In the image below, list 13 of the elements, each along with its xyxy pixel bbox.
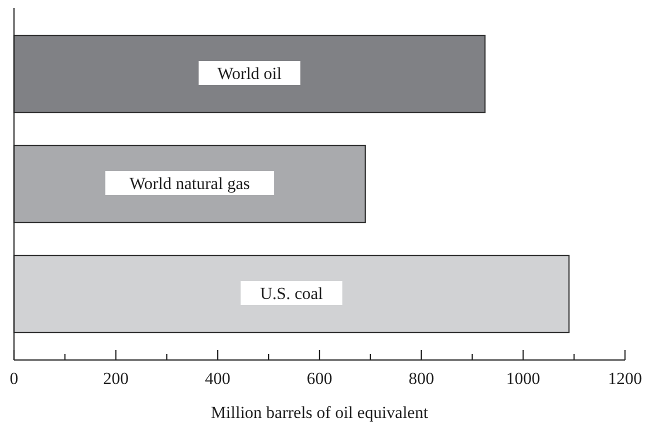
y-tick-label: World natural gas <box>129 174 250 193</box>
bar <box>13 254 570 334</box>
x-tick-label: 0 <box>10 369 18 388</box>
x-axis-title: Million barrels of oil equivalent <box>210 403 428 422</box>
x-tick-label: 1200 <box>608 369 642 388</box>
x-tick-label: 800 <box>408 369 434 388</box>
y-tick-label: U.S. coal <box>260 284 324 303</box>
x-tick-label: 1000 <box>506 369 540 388</box>
y-tick-label: World oil <box>217 64 282 83</box>
bar <box>13 34 486 114</box>
x-tick-label: 600 <box>306 369 332 388</box>
x-tick-label: 400 <box>204 369 230 388</box>
x-tick-label: 200 <box>103 369 129 388</box>
